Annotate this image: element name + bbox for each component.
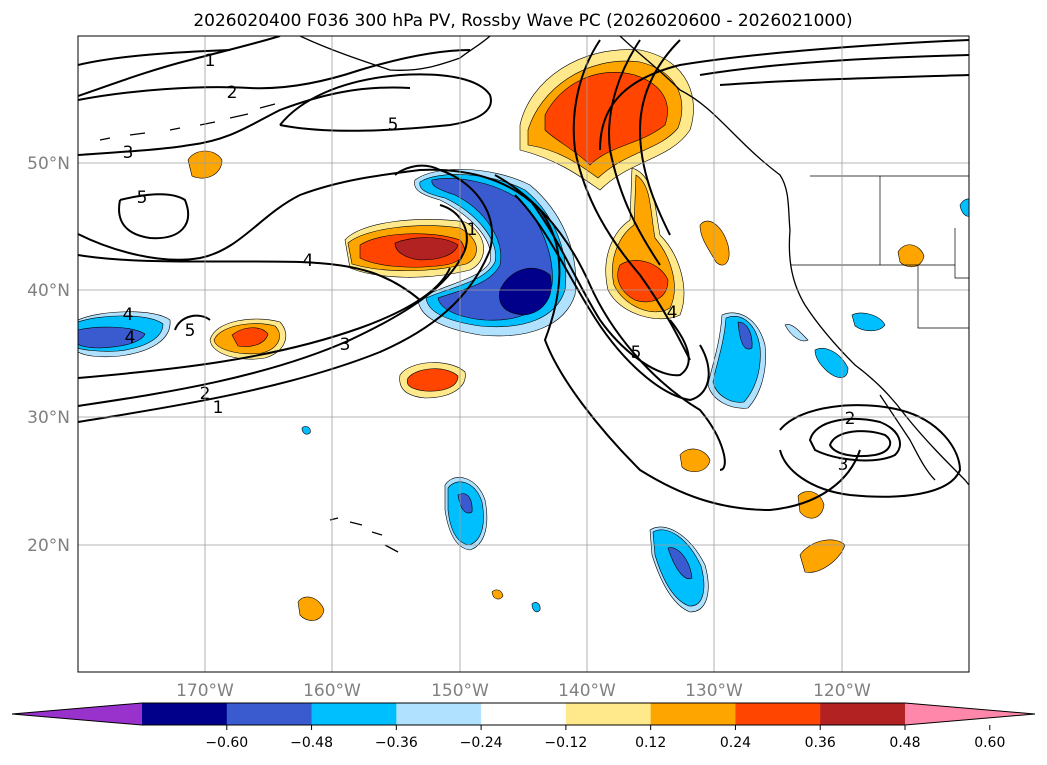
map-content: 1 2 3 4 5 1 2 3 4 5 5 4 3 2 1 4 5 1 2 3	[78, 36, 969, 672]
contour-trough-1	[494, 174, 726, 471]
colorbar-tick-label: −0.24	[460, 735, 503, 751]
lon-label: 130°W	[685, 681, 743, 701]
positive-anomaly-central	[344, 219, 484, 278]
lat-label: 50°N	[27, 154, 70, 174]
colorbar-tick-label: −0.12	[544, 735, 587, 751]
contour-label: 4	[303, 251, 314, 271]
contour-0-upper	[719, 74, 969, 86]
negative-anomaly-coast	[707, 198, 969, 409]
contour-3-north	[78, 86, 411, 156]
lat-label: 40°N	[27, 281, 70, 301]
lon-label: 160°W	[303, 681, 361, 701]
contour-label: 2	[845, 409, 856, 429]
contour-2-south	[78, 204, 468, 407]
colorbar-segment	[481, 703, 567, 725]
negative-anomaly-south	[301, 426, 709, 613]
contour-2-north	[78, 49, 471, 101]
lon-label: 150°W	[431, 681, 489, 701]
contour-label: 5	[631, 343, 642, 363]
figure-title: 2026020400 F036 300 hPa PV, Rossby Wave …	[193, 11, 852, 31]
colorbar-outline	[11, 702, 1036, 726]
lon-label: 120°W	[813, 681, 871, 701]
contour-label: 3	[340, 335, 351, 355]
positive-anomaly-coast	[605, 167, 685, 320]
aleutians	[99, 103, 276, 141]
alaska-coast	[299, 36, 491, 71]
state-borders	[790, 176, 969, 329]
shading-layer	[78, 49, 969, 621]
colorbar-tick-label: 0.12	[635, 735, 666, 751]
colorbar-extend-max	[905, 703, 1035, 725]
contour-1-upper	[699, 54, 969, 76]
contour-2-upper	[599, 39, 969, 151]
gridlines	[78, 36, 969, 672]
colorbar-segment	[396, 703, 482, 725]
colorbar-tick-label: 0.48	[889, 735, 920, 751]
contour-label: 2	[227, 83, 238, 103]
lat-label: 20°N	[27, 536, 70, 556]
colorbar-tick-label: −0.48	[290, 735, 333, 751]
map-panel: 1 2 3 4 5 1 2 3 4 5 5 4 3 2 1 4 5 1 2 3	[77, 35, 970, 673]
contour-label: 1	[213, 398, 224, 418]
political-borders	[790, 175, 969, 329]
colorbar-segment	[735, 703, 821, 725]
colorbar-tick-label: 0.24	[720, 735, 751, 751]
contour-label: 3	[838, 455, 849, 475]
contour-mexico-2	[808, 418, 901, 462]
lon-label: 140°W	[558, 681, 616, 701]
map-frame	[77, 35, 970, 673]
contour-trough-2	[514, 194, 710, 402]
colorbar-segment	[311, 703, 397, 725]
colorbar-tick-label: 0.36	[805, 735, 836, 751]
lat-label: 30°N	[27, 408, 70, 428]
contour-4-upper	[608, 39, 661, 266]
colorbar-segment	[820, 703, 906, 725]
colorbar-tick-label: 0.60	[974, 735, 1005, 751]
lon-label: 170°W	[176, 681, 234, 701]
contour-5-west	[118, 193, 211, 331]
positive-anomaly-small	[187, 150, 925, 621]
contour-label: 3	[123, 143, 134, 163]
colorbar-extend-min	[12, 703, 142, 725]
contour-label: 5	[388, 115, 399, 135]
contour-label: 4	[125, 328, 136, 348]
contour-1-north	[78, 49, 231, 66]
colorbar-segment	[226, 703, 313, 725]
contour-3-south	[78, 267, 451, 379]
contour-label: 5	[137, 188, 148, 208]
hawaii-islands	[329, 517, 399, 553]
contour-label: 5	[185, 321, 196, 341]
contour-3-upper	[638, 39, 681, 236]
contour-label: 1	[467, 220, 478, 240]
negative-anomaly-west	[78, 311, 171, 358]
contour-5-upper	[572, 39, 691, 361]
contour-label: 4	[123, 305, 134, 325]
colorbar-segment	[650, 703, 736, 725]
latitude-labels: 50°N 40°N 30°N 20°N	[27, 154, 70, 556]
contour-label: 1	[205, 51, 216, 71]
longitude-labels: 170°W 160°W 150°W 140°W 130°W 120°W	[176, 681, 871, 701]
contour-mexico-1	[779, 404, 962, 498]
colorbar-segment	[565, 703, 652, 725]
contour-4-west	[78, 254, 421, 301]
colorbar: −0.60 −0.48 −0.36 −0.24 −0.12 0.12 0.24 0.36 0.4…	[11, 702, 1036, 751]
colorbar-tick-label: −0.36	[375, 735, 418, 751]
colorbar-segment	[142, 703, 228, 725]
contour-label: 4	[667, 303, 678, 323]
contour-5-north	[279, 73, 492, 132]
contour-mexico-3	[828, 430, 892, 458]
colorbar-tick-label: −0.60	[205, 735, 248, 751]
pv-contours	[78, 36, 969, 512]
